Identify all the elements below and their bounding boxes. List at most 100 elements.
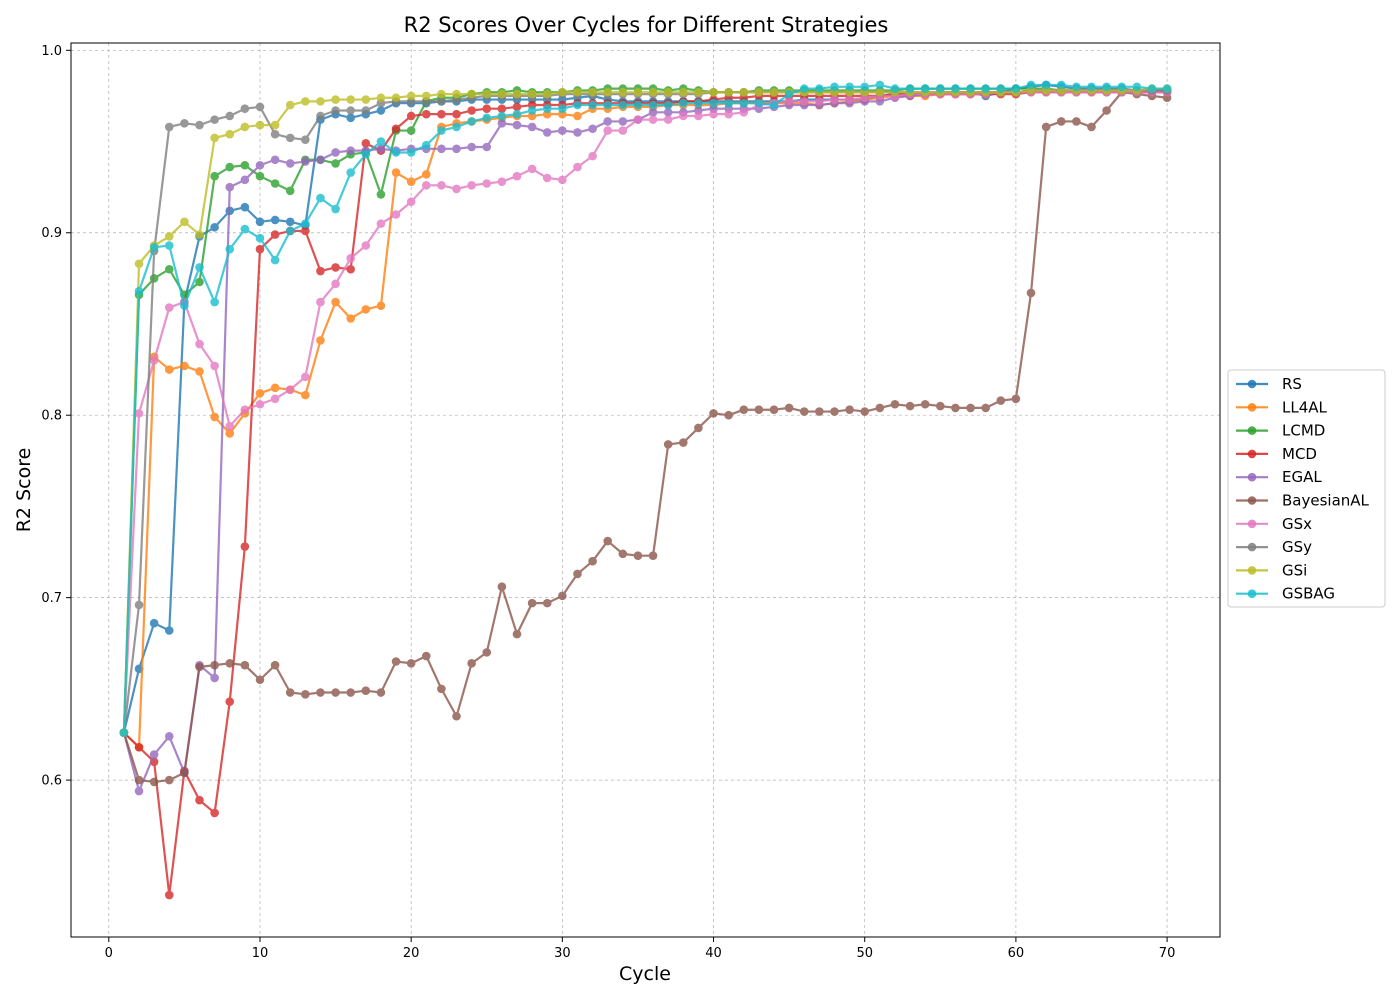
data-point-bayesianal	[679, 438, 688, 447]
legend-swatch-marker	[1247, 566, 1257, 575]
data-point-gsi	[301, 97, 310, 106]
data-point-gsbag	[920, 84, 930, 93]
data-point-bayesianal	[845, 405, 854, 415]
data-point-rs	[346, 113, 355, 123]
data-point-bayesianal	[270, 660, 280, 670]
data-point-gsx	[603, 126, 612, 135]
legend-item-bayesianal: BayesianAL	[1236, 492, 1370, 510]
data-point-gsx	[482, 179, 492, 188]
data-point-gsi	[769, 87, 779, 97]
data-point-gsx	[830, 95, 839, 104]
data-point-egal	[225, 182, 235, 192]
data-point-mcd	[391, 124, 401, 134]
data-point-gsx	[815, 97, 824, 106]
x-tick-label: 0	[105, 946, 113, 961]
data-point-bayesianal	[240, 660, 250, 670]
data-point-bayesianal	[890, 399, 900, 409]
data-point-bayesianal	[784, 403, 794, 413]
data-point-mcd	[210, 808, 219, 818]
data-point-gsbag	[210, 297, 219, 307]
data-point-gsi	[270, 120, 280, 130]
legend-label: GSBAG	[1282, 585, 1335, 603]
legend-label: GSi	[1282, 561, 1307, 579]
data-point-bayesianal	[346, 688, 355, 697]
data-point-gsbag	[119, 728, 129, 737]
data-point-gsbag	[285, 226, 295, 236]
data-point-gsx	[679, 111, 688, 121]
data-point-gsy	[195, 120, 204, 130]
data-point-gsbag	[149, 243, 159, 252]
data-point-gsx	[588, 151, 597, 161]
data-point-bayesianal	[149, 777, 159, 787]
data-point-gsx	[452, 184, 461, 194]
data-point-gsx	[225, 421, 235, 431]
data-point-gsy	[180, 118, 189, 128]
data-point-gsx	[527, 164, 537, 174]
data-point-bayesianal	[1041, 122, 1051, 132]
data-point-gsy	[437, 97, 446, 106]
data-point-gsx	[240, 405, 250, 415]
legend-item-rs: RS	[1236, 375, 1302, 393]
data-point-gsbag	[1162, 84, 1172, 93]
data-point-gsi	[316, 97, 325, 106]
data-point-bayesianal	[558, 591, 567, 601]
data-point-mcd	[240, 542, 250, 551]
data-point-mcd	[316, 266, 325, 276]
data-point-gsbag	[452, 122, 461, 132]
data-point-gsi	[376, 93, 386, 103]
data-point-gsi	[391, 93, 401, 103]
data-point-gsbag	[225, 244, 235, 254]
data-point-bayesianal	[527, 598, 537, 608]
data-point-gsbag	[799, 84, 809, 93]
data-point-gsbag	[588, 100, 597, 110]
series-line-gsbag	[122, 83, 1168, 733]
data-point-ll4al	[331, 297, 340, 307]
data-point-ll4al	[180, 361, 189, 371]
legend-item-gsi: GSi	[1236, 561, 1307, 579]
data-point-gsi	[663, 87, 673, 97]
data-point-gsi	[421, 91, 431, 101]
data-point-gsy	[301, 135, 310, 144]
data-point-gsi	[679, 87, 688, 97]
data-point-bayesianal	[1072, 117, 1081, 126]
data-point-egal	[164, 732, 174, 741]
data-point-gsx	[331, 279, 340, 289]
data-point-gsbag	[618, 100, 628, 110]
data-point-gsi	[255, 120, 265, 130]
legend-label: GSx	[1282, 515, 1312, 533]
data-point-gsbag	[527, 106, 537, 115]
data-point-gsbag	[1132, 82, 1142, 92]
data-point-bayesianal	[875, 403, 885, 413]
legend: RS LL4AL LCMD MCD EGAL BayesianAL GSx GSy GSi GSB…	[1227, 369, 1386, 608]
data-point-gsx	[784, 97, 794, 106]
data-point-ll4al	[210, 412, 219, 422]
data-point-bayesianal	[134, 775, 144, 785]
data-point-egal	[542, 128, 552, 137]
plot-area-frame	[70, 42, 1221, 938]
data-point-gsy	[285, 133, 295, 143]
data-point-bayesianal	[467, 659, 476, 668]
legend-item-gsy: GSy	[1236, 538, 1312, 556]
legend-label: RS	[1282, 375, 1302, 393]
data-point-lcmd	[225, 162, 235, 172]
data-point-gsbag	[558, 104, 567, 113]
data-point-mcd	[421, 109, 431, 119]
data-point-rs	[210, 222, 219, 232]
data-point-gsy	[346, 106, 355, 115]
data-point-gsy	[331, 106, 340, 115]
data-point-gsi	[180, 217, 189, 227]
data-point-bayesianal	[1011, 394, 1021, 404]
data-point-egal	[452, 144, 461, 154]
data-point-bayesianal	[1087, 122, 1096, 132]
data-point-gsbag	[331, 204, 340, 214]
data-point-mcd	[512, 102, 522, 112]
data-point-mcd	[270, 230, 280, 239]
data-point-gsi	[573, 87, 582, 97]
data-point-gsbag	[301, 219, 310, 228]
data-point-ll4al	[376, 301, 386, 311]
data-point-bayesianal	[905, 401, 915, 411]
y-tick-label: 0.6	[41, 774, 62, 789]
data-point-gsy	[316, 111, 325, 121]
data-point-gsbag	[815, 84, 824, 93]
